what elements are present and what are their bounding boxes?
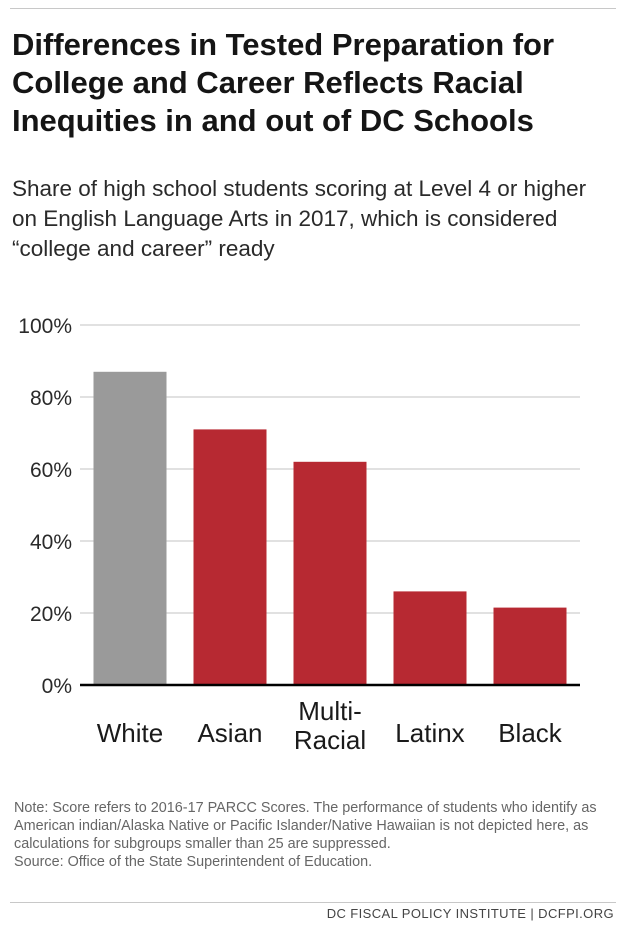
- bottom-divider: [10, 902, 616, 903]
- bar-chart: 0% 20% 40% 60% 80% 100% White Asian Multi-Racial…: [18, 315, 580, 755]
- chart-subtitle: Share of high school students scoring at…: [12, 176, 587, 261]
- y-tick-label: 80%: [30, 387, 72, 410]
- y-tick-label: 60%: [30, 459, 72, 482]
- chart-title: Differences in Tested Preparation for Co…: [12, 27, 555, 138]
- y-tick-label: 100%: [18, 315, 72, 338]
- chart-source: Source: Office of the State Superintende…: [14, 854, 373, 870]
- x-tick-label: Multi-Racial: [294, 696, 366, 755]
- x-tick-label: Asian: [197, 718, 262, 748]
- y-tick-label: 20%: [30, 603, 72, 626]
- footer-credit: DC FISCAL POLICY INSTITUTE | DCFPI.ORG: [326, 906, 614, 921]
- bar: [193, 429, 267, 685]
- x-tick-label: Black: [498, 718, 563, 748]
- bar: [93, 371, 167, 685]
- top-divider: [10, 8, 616, 9]
- bar: [493, 607, 567, 685]
- y-tick-label: 40%: [30, 531, 72, 554]
- chart-note: Note: Score refers to 2016-17 PARCC Scor…: [14, 800, 597, 852]
- x-tick-label: Latinx: [395, 718, 464, 748]
- y-tick-label: 0%: [42, 675, 72, 698]
- bar: [293, 461, 367, 685]
- bar: [393, 591, 467, 685]
- x-tick-label: White: [97, 718, 163, 748]
- notes-block: Note: Score refers to 2016-17 PARCC Scor…: [14, 799, 614, 871]
